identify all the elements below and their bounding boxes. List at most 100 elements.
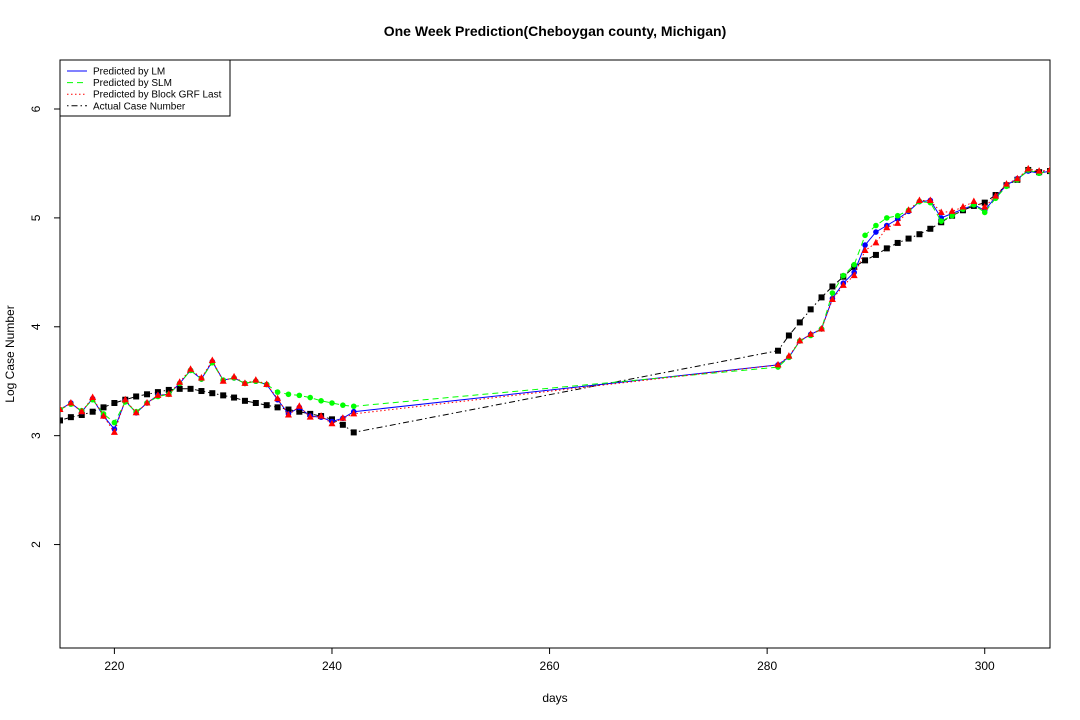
data-point <box>100 412 108 419</box>
data-point <box>981 199 988 206</box>
data-point <box>67 414 74 421</box>
series-line <box>60 169 1050 424</box>
data-point <box>318 398 324 404</box>
y-axis-label: Log Case Number <box>3 305 17 402</box>
data-point <box>110 428 118 435</box>
data-point <box>198 388 205 395</box>
data-point <box>176 378 184 385</box>
plot-frame <box>59 59 1051 649</box>
data-point <box>350 429 357 436</box>
data-point <box>307 394 314 401</box>
series-line <box>60 168 1050 434</box>
data-point <box>915 196 923 203</box>
data-point <box>873 229 879 235</box>
y-tick-label: 6 <box>29 105 43 112</box>
data-point <box>230 372 238 380</box>
series-predicted-by-block-grf-last <box>60 164 1050 435</box>
data-point <box>981 203 989 210</box>
data-point <box>883 223 891 231</box>
data-point <box>818 294 825 301</box>
data-point <box>284 410 292 418</box>
data-point <box>829 290 836 296</box>
data-point <box>306 413 314 420</box>
series-group <box>60 164 1050 436</box>
data-point <box>927 225 934 232</box>
data-point <box>317 412 325 419</box>
series-predicted-by-slm <box>60 167 1050 426</box>
data-point <box>992 192 1000 199</box>
data-point <box>862 242 868 248</box>
data-point <box>350 409 358 417</box>
data-point <box>231 394 238 401</box>
data-point <box>796 319 803 326</box>
data-point <box>1013 174 1021 182</box>
data-point <box>938 218 945 224</box>
data-point <box>111 400 118 406</box>
data-point <box>60 405 64 413</box>
series-actual-case-number <box>60 166 1050 436</box>
data-point <box>252 400 259 406</box>
data-point <box>1035 167 1043 174</box>
data-point <box>78 411 85 418</box>
data-point <box>1046 165 1050 173</box>
data-point <box>850 271 858 279</box>
data-point <box>861 246 869 254</box>
data-point <box>807 330 815 337</box>
data-point <box>219 377 227 384</box>
data-point <box>329 400 335 406</box>
data-point <box>263 380 271 387</box>
x-tick-label: 260 <box>540 659 560 673</box>
series-line <box>60 169 1050 433</box>
data-point <box>176 385 183 392</box>
data-point <box>89 408 96 415</box>
data-point <box>785 352 793 359</box>
data-point <box>165 390 173 397</box>
data-point <box>89 393 97 401</box>
data-point <box>274 404 281 411</box>
data-point <box>78 407 86 415</box>
data-point <box>154 391 162 398</box>
data-point <box>839 281 847 288</box>
data-point <box>133 393 140 400</box>
data-point <box>144 391 151 398</box>
data-point <box>774 360 782 368</box>
legend-box <box>59 59 231 117</box>
data-point <box>121 395 129 403</box>
data-point <box>873 222 879 229</box>
data-point <box>340 402 346 408</box>
data-point <box>926 196 934 203</box>
y-tick-label: 4 <box>29 323 43 330</box>
data-point <box>905 235 912 242</box>
data-point <box>100 404 107 411</box>
data-point <box>1002 180 1010 187</box>
data-point <box>785 332 792 339</box>
data-point <box>143 399 151 406</box>
x-tick-label: 220 <box>104 659 124 673</box>
data-point <box>328 419 336 427</box>
legend-label: Predicted by Block GRF Last <box>93 90 222 101</box>
data-point <box>252 376 260 383</box>
data-point <box>296 392 303 399</box>
y-tick-label: 2 <box>29 541 43 548</box>
data-point <box>894 219 902 226</box>
data-point <box>949 212 955 219</box>
data-point <box>111 419 118 426</box>
legend-label: Predicted by LM <box>93 67 165 78</box>
y-axis: 2 3 4 5 6 <box>29 105 60 548</box>
data-point <box>296 408 303 415</box>
data-point <box>1024 164 1032 172</box>
legend-label: Predicted by SLM <box>93 78 172 89</box>
data-point <box>807 306 814 313</box>
data-point <box>274 389 281 395</box>
data-point <box>285 406 292 413</box>
data-point <box>187 385 194 392</box>
data-point <box>241 397 248 404</box>
data-point <box>209 390 216 397</box>
data-point <box>775 347 782 354</box>
data-point <box>883 245 890 252</box>
data-point <box>894 239 901 246</box>
data-point <box>970 197 978 205</box>
data-point <box>884 215 890 221</box>
